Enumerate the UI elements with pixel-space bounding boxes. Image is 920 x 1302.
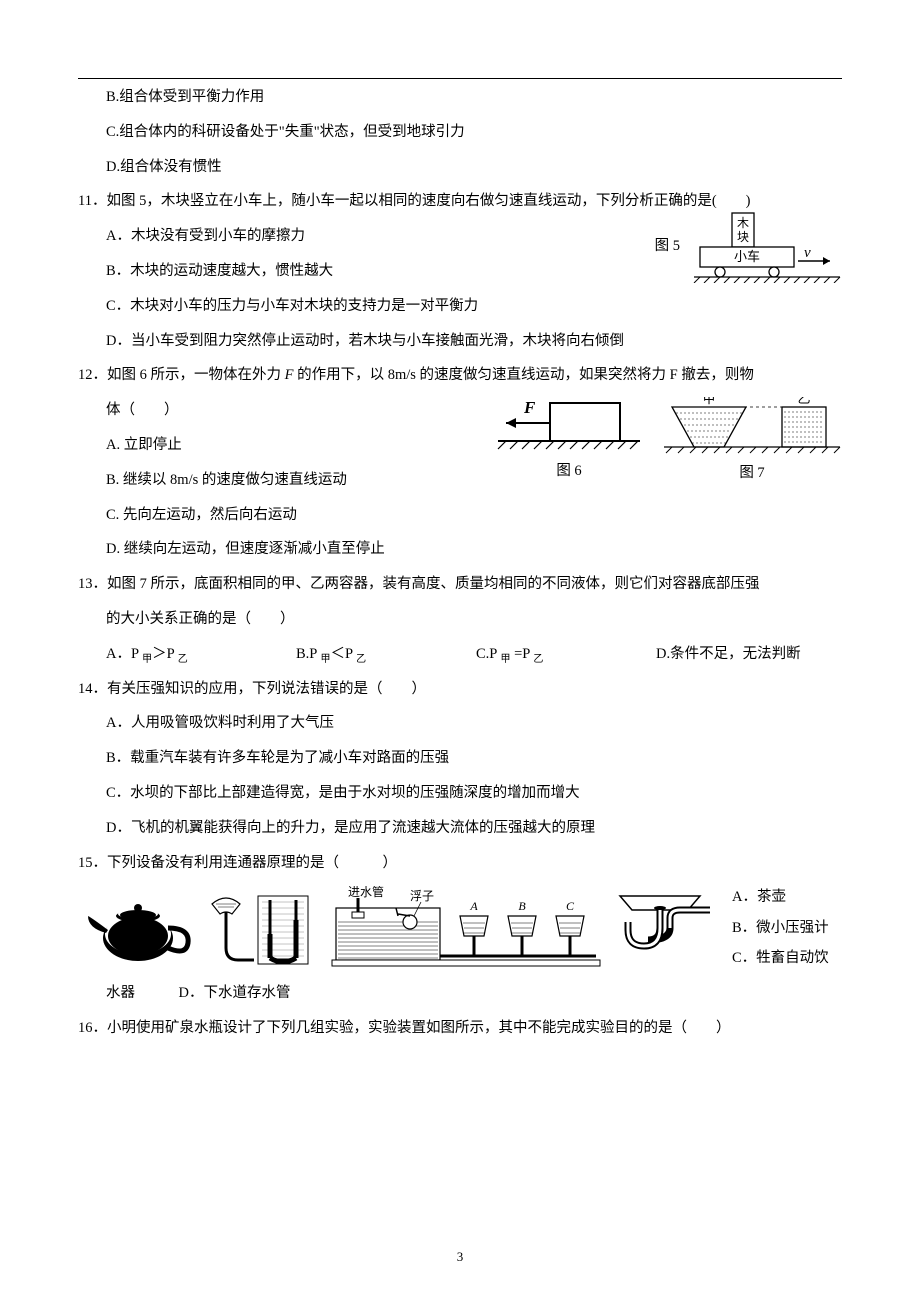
q13-stem1: 13．如图 7 所示，底面积相同的甲、乙两容器，装有高度、质量均相同的不同液体，… bbox=[78, 567, 842, 602]
q15-cup-a: A bbox=[469, 899, 478, 913]
figure-5: 图 5 木 块 小车 v bbox=[655, 211, 842, 283]
q14-opt-a: A．人用吸管吸饮料时利用了大气压 bbox=[78, 706, 842, 741]
figure-7: 甲 乙 bbox=[662, 397, 842, 482]
q14-opt-b: B．载重汽车装有许多车轮是为了减小车对路面的压强 bbox=[78, 741, 842, 776]
q13-opt-a: A．P 甲＞P 乙 bbox=[106, 637, 296, 672]
q14-opt-d: D．飞机的机翼能获得向上的升力，是应用了流速越大流体的压强越大的原理 bbox=[78, 811, 842, 846]
fig5-v: v bbox=[804, 245, 811, 261]
q10-opt-c: C.组合体内的科研设备处于"失重"状态，但受到地球引力 bbox=[78, 115, 842, 150]
fig5-cart: 小车 bbox=[734, 249, 760, 264]
figure-6: F 图 6 bbox=[494, 397, 644, 480]
figure-5-label: 图 5 bbox=[655, 238, 680, 255]
q15-float-label: 浮子 bbox=[410, 889, 434, 903]
q12-opt-d: D. 继续向左运动，但速度逐渐减小直至停止 bbox=[78, 532, 842, 567]
q15-stem: 15．下列设备没有利用连通器原理的是（ ） bbox=[78, 846, 842, 881]
q14-stem: 14．有关压强知识的应用，下列说法错误的是（ ） bbox=[78, 672, 842, 707]
page-number: 3 bbox=[0, 1241, 920, 1272]
q15-fig-drain bbox=[610, 888, 720, 968]
q11-opt-c: C．木块对小车的压力与小车对木块的支持力是一对平衡力 bbox=[78, 289, 842, 324]
q13-opt-c: C.P 甲 =P 乙 bbox=[476, 637, 656, 672]
q15-tail: 水器 D．下水道存水管 bbox=[78, 976, 842, 1011]
figure-6-label: 图 6 bbox=[556, 463, 581, 480]
q11-opt-d: D．当小车受到阻力突然停止运动时，若木块与小车接触面光滑，木块将向右倾倒 bbox=[78, 324, 842, 359]
q15-fig-drinker: 进水管 浮子 A B C bbox=[326, 886, 606, 971]
figure-7-label: 图 7 bbox=[739, 465, 764, 482]
figures-6-7: F 图 6 bbox=[494, 397, 842, 482]
q14-opt-c: C．水坝的下部比上部建造得宽，是由于水对坝的压强随深度的增加而增大 bbox=[78, 776, 842, 811]
q16-stem: 16．小明使用矿泉水瓶设计了下列几组实验，实验装置如图所示，其中不能完成实验目的… bbox=[78, 1011, 842, 1046]
figure-7-svg: 甲 乙 bbox=[662, 397, 842, 465]
q15-cup-b: B bbox=[518, 899, 526, 913]
q12-stem-b: 的作用下，以 8m/s 的速度做匀速直线运动，如果突然将力 F 撤去，则物 bbox=[293, 367, 753, 383]
fig5-block-bottom: 块 bbox=[737, 230, 749, 244]
q15-opt-b: B．微小压强计 bbox=[732, 913, 829, 943]
q12-stem-line1: 12．如图 6 所示，一物体在外力 F 的作用下，以 8m/s 的速度做匀速直线… bbox=[78, 358, 842, 393]
figure-6-svg: F bbox=[494, 397, 644, 457]
q15-figures: 进水管 浮子 A B C bbox=[78, 882, 842, 973]
q10-opt-d: D.组合体没有惯性 bbox=[78, 150, 842, 185]
q13-options: A．P 甲＞P 乙 B.P 甲＜P 乙 C.P 甲 =P 乙 D.条件不足，无法… bbox=[78, 637, 842, 672]
q12-stem-a: 12．如图 6 所示，一物体在外力 bbox=[78, 367, 285, 383]
q15-fig-teapot bbox=[78, 888, 198, 968]
figure-5-svg: 木 块 小车 v bbox=[692, 211, 842, 283]
q15-inlet-label: 进水管 bbox=[348, 886, 384, 899]
fig7-right: 乙 bbox=[797, 397, 810, 406]
q13-opt-d: D.条件不足，无法判断 bbox=[656, 637, 801, 672]
top-rule bbox=[78, 78, 842, 79]
q13-opt-b: B.P 甲＜P 乙 bbox=[296, 637, 476, 672]
q15-cup-c: C bbox=[566, 899, 575, 913]
q15-fig-manometer bbox=[202, 886, 322, 971]
fig7-left: 甲 bbox=[702, 397, 715, 406]
q13-stem2: 的大小关系正确的是（ ） bbox=[78, 602, 842, 637]
q12-opt-c: C. 先向左运动，然后向右运动 bbox=[78, 498, 842, 533]
q11-stem: 11．如图 5，木块竖立在小车上，随小车一起以相同的速度向右做匀速直线运动，下列… bbox=[78, 184, 842, 219]
fig6-F: F bbox=[523, 398, 536, 417]
q15-opt-a: A．茶壶 bbox=[732, 882, 829, 912]
q10-opt-b: B.组合体受到平衡力作用 bbox=[78, 80, 842, 115]
q15-opt-c: C．牲畜自动饮 bbox=[732, 943, 829, 973]
